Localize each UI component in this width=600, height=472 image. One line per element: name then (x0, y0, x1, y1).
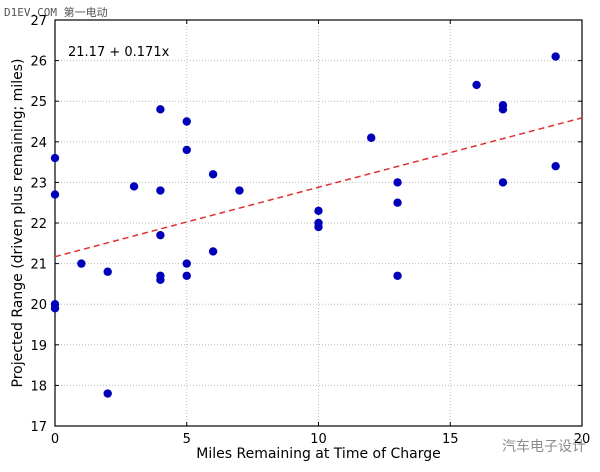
data-point (182, 259, 191, 268)
watermark-bottom-right: 汽车电子设计 (502, 439, 586, 455)
x-tick-label: 20 (574, 432, 591, 447)
data-point (77, 259, 86, 268)
data-point (208, 170, 218, 179)
data-point (367, 133, 376, 142)
y-tick-label: 24 (30, 136, 47, 151)
data-point (50, 190, 60, 199)
data-point (103, 389, 112, 398)
data-point (314, 206, 323, 216)
y-tick-label: 27 (30, 14, 47, 29)
x-tick-label: 15 (442, 432, 459, 447)
data-point (129, 182, 139, 191)
y-axis-label: Projected Range (driven plus remaining; … (10, 59, 26, 388)
data-point (551, 161, 560, 171)
watermark-top: D1EV.COM 第一电动 (4, 6, 108, 19)
data-point (393, 178, 402, 187)
y-tick-label: 22 (30, 217, 47, 232)
y-tick-label: 25 (30, 95, 47, 110)
data-point (314, 222, 323, 232)
data-point (50, 304, 60, 313)
x-tick-label: 5 (183, 432, 191, 447)
data-points (50, 52, 560, 398)
data-point (182, 271, 191, 280)
y-tick-label: 17 (30, 420, 47, 435)
y-tick-label: 26 (30, 55, 47, 70)
fit-annotation: 21.17 + 0.171x (68, 45, 170, 60)
data-point (156, 186, 165, 195)
data-point (156, 230, 165, 240)
data-point (182, 117, 191, 126)
y-tick-label: 21 (30, 258, 47, 273)
data-point (472, 80, 481, 90)
data-point (156, 275, 165, 285)
x-tick-label: 10 (310, 432, 327, 447)
y-tick-label: 20 (30, 298, 47, 313)
data-point (498, 178, 508, 187)
data-point (182, 145, 191, 155)
data-point (208, 247, 218, 256)
data-point (103, 267, 112, 276)
y-tick-label: 23 (30, 176, 47, 191)
y-tick-label: 18 (30, 379, 47, 394)
y-tick-label: 19 (30, 339, 47, 354)
x-tick-label: 0 (51, 432, 59, 447)
fit-line (54, 117, 583, 258)
tick-labels: 0 5 10 15 20 17 18 19 20 21 22 23 24 25 26 27 (30, 14, 590, 447)
data-point (50, 153, 60, 163)
data-point (498, 105, 508, 114)
data-point (393, 271, 402, 280)
x-axis-label: Miles Remaining at Time of Charge (196, 446, 440, 462)
data-point (235, 186, 244, 195)
data-point (551, 52, 560, 61)
data-point (393, 198, 402, 207)
data-point (156, 105, 165, 114)
